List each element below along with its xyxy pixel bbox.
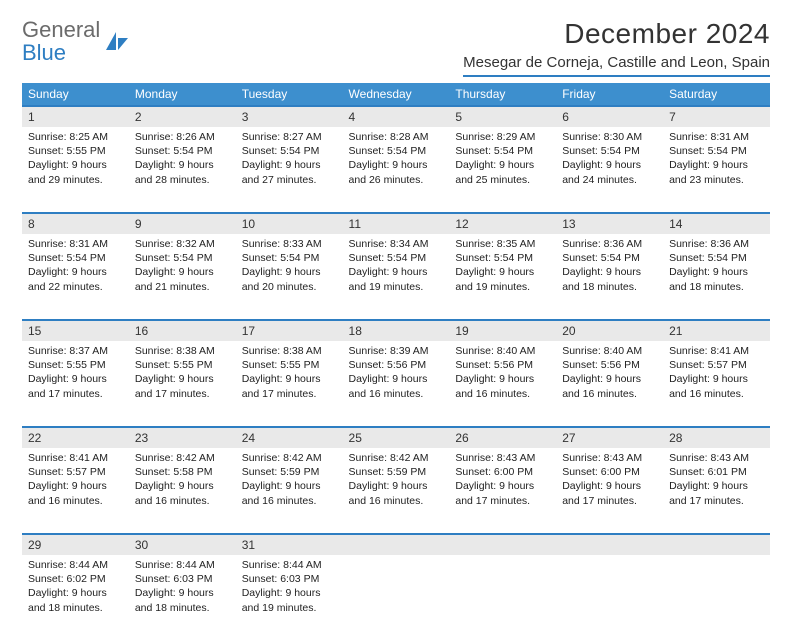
day-number-cell: 5 bbox=[449, 106, 556, 127]
day-number-cell: 3 bbox=[236, 106, 343, 127]
day-number-cell bbox=[556, 534, 663, 555]
day-info-cell: Sunrise: 8:30 AMSunset: 5:54 PMDaylight:… bbox=[556, 127, 663, 213]
day-number-row: 22232425262728 bbox=[22, 427, 770, 448]
month-title: December 2024 bbox=[463, 18, 770, 50]
day-info-cell: Sunrise: 8:29 AMSunset: 5:54 PMDaylight:… bbox=[449, 127, 556, 213]
day-info-cell: Sunrise: 8:36 AMSunset: 5:54 PMDaylight:… bbox=[663, 234, 770, 320]
day-number-cell: 19 bbox=[449, 320, 556, 341]
day-number-row: 1234567 bbox=[22, 106, 770, 127]
logo-line2: Blue bbox=[22, 40, 66, 65]
day-info-cell: Sunrise: 8:39 AMSunset: 5:56 PMDaylight:… bbox=[343, 341, 450, 427]
day-info-row: Sunrise: 8:41 AMSunset: 5:57 PMDaylight:… bbox=[22, 448, 770, 534]
day-number-cell bbox=[663, 534, 770, 555]
day-info-cell: Sunrise: 8:42 AMSunset: 5:58 PMDaylight:… bbox=[129, 448, 236, 534]
day-number-cell: 9 bbox=[129, 213, 236, 234]
day-info-cell: Sunrise: 8:33 AMSunset: 5:54 PMDaylight:… bbox=[236, 234, 343, 320]
day-number-cell: 14 bbox=[663, 213, 770, 234]
day-number-cell: 7 bbox=[663, 106, 770, 127]
day-info-cell: Sunrise: 8:35 AMSunset: 5:54 PMDaylight:… bbox=[449, 234, 556, 320]
day-info-cell: Sunrise: 8:26 AMSunset: 5:54 PMDaylight:… bbox=[129, 127, 236, 213]
day-info-cell: Sunrise: 8:38 AMSunset: 5:55 PMDaylight:… bbox=[129, 341, 236, 427]
day-info-cell bbox=[449, 555, 556, 641]
logo: General Blue bbox=[22, 18, 130, 64]
day-info-row: Sunrise: 8:31 AMSunset: 5:54 PMDaylight:… bbox=[22, 234, 770, 320]
day-number-cell: 2 bbox=[129, 106, 236, 127]
day-number-cell: 8 bbox=[22, 213, 129, 234]
day-info-cell: Sunrise: 8:44 AMSunset: 6:03 PMDaylight:… bbox=[236, 555, 343, 641]
location-subtitle: Mesegar de Corneja, Castille and Leon, S… bbox=[463, 54, 770, 77]
day-number-cell bbox=[343, 534, 450, 555]
day-info-cell bbox=[556, 555, 663, 641]
day-info-cell: Sunrise: 8:37 AMSunset: 5:55 PMDaylight:… bbox=[22, 341, 129, 427]
day-info-cell: Sunrise: 8:38 AMSunset: 5:55 PMDaylight:… bbox=[236, 341, 343, 427]
day-info-cell: Sunrise: 8:31 AMSunset: 5:54 PMDaylight:… bbox=[663, 127, 770, 213]
day-number-cell: 18 bbox=[343, 320, 450, 341]
day-number-cell: 21 bbox=[663, 320, 770, 341]
title-block: December 2024 Mesegar de Corneja, Castil… bbox=[463, 18, 770, 77]
day-info-row: Sunrise: 8:44 AMSunset: 6:02 PMDaylight:… bbox=[22, 555, 770, 641]
weekday-header: Thursday bbox=[449, 83, 556, 106]
day-number-cell: 23 bbox=[129, 427, 236, 448]
calendar-table: SundayMondayTuesdayWednesdayThursdayFrid… bbox=[22, 83, 770, 641]
day-number-cell: 30 bbox=[129, 534, 236, 555]
day-number-row: 891011121314 bbox=[22, 213, 770, 234]
day-number-cell: 13 bbox=[556, 213, 663, 234]
day-info-cell: Sunrise: 8:40 AMSunset: 5:56 PMDaylight:… bbox=[556, 341, 663, 427]
day-info-cell: Sunrise: 8:42 AMSunset: 5:59 PMDaylight:… bbox=[236, 448, 343, 534]
day-number-cell: 26 bbox=[449, 427, 556, 448]
weekday-header: Wednesday bbox=[343, 83, 450, 106]
day-number-cell: 28 bbox=[663, 427, 770, 448]
day-number-cell: 10 bbox=[236, 213, 343, 234]
day-info-cell: Sunrise: 8:43 AMSunset: 6:00 PMDaylight:… bbox=[556, 448, 663, 534]
day-info-cell: Sunrise: 8:42 AMSunset: 5:59 PMDaylight:… bbox=[343, 448, 450, 534]
day-number-cell: 12 bbox=[449, 213, 556, 234]
day-number-row: 293031 bbox=[22, 534, 770, 555]
day-number-cell: 29 bbox=[22, 534, 129, 555]
weekday-header: Friday bbox=[556, 83, 663, 106]
day-info-cell: Sunrise: 8:32 AMSunset: 5:54 PMDaylight:… bbox=[129, 234, 236, 320]
day-number-cell: 22 bbox=[22, 427, 129, 448]
day-info-cell: Sunrise: 8:40 AMSunset: 5:56 PMDaylight:… bbox=[449, 341, 556, 427]
day-info-cell: Sunrise: 8:43 AMSunset: 6:00 PMDaylight:… bbox=[449, 448, 556, 534]
day-info-cell: Sunrise: 8:41 AMSunset: 5:57 PMDaylight:… bbox=[22, 448, 129, 534]
logo-line1: General bbox=[22, 17, 100, 42]
day-info-cell bbox=[343, 555, 450, 641]
day-number-row: 15161718192021 bbox=[22, 320, 770, 341]
weekday-header: Tuesday bbox=[236, 83, 343, 106]
day-info-cell: Sunrise: 8:34 AMSunset: 5:54 PMDaylight:… bbox=[343, 234, 450, 320]
header: General Blue December 2024 Mesegar de Co… bbox=[22, 18, 770, 77]
day-number-cell: 1 bbox=[22, 106, 129, 127]
day-number-cell: 17 bbox=[236, 320, 343, 341]
day-number-cell: 11 bbox=[343, 213, 450, 234]
day-number-cell: 27 bbox=[556, 427, 663, 448]
weekday-header-row: SundayMondayTuesdayWednesdayThursdayFrid… bbox=[22, 83, 770, 106]
day-number-cell: 20 bbox=[556, 320, 663, 341]
logo-sail-icon bbox=[104, 30, 130, 52]
day-info-cell: Sunrise: 8:25 AMSunset: 5:55 PMDaylight:… bbox=[22, 127, 129, 213]
day-info-cell: Sunrise: 8:44 AMSunset: 6:02 PMDaylight:… bbox=[22, 555, 129, 641]
day-info-row: Sunrise: 8:37 AMSunset: 5:55 PMDaylight:… bbox=[22, 341, 770, 427]
day-number-cell: 31 bbox=[236, 534, 343, 555]
day-number-cell: 16 bbox=[129, 320, 236, 341]
day-info-cell: Sunrise: 8:28 AMSunset: 5:54 PMDaylight:… bbox=[343, 127, 450, 213]
weekday-header: Monday bbox=[129, 83, 236, 106]
day-info-cell: Sunrise: 8:44 AMSunset: 6:03 PMDaylight:… bbox=[129, 555, 236, 641]
day-info-cell: Sunrise: 8:27 AMSunset: 5:54 PMDaylight:… bbox=[236, 127, 343, 213]
day-info-cell bbox=[663, 555, 770, 641]
day-info-cell: Sunrise: 8:41 AMSunset: 5:57 PMDaylight:… bbox=[663, 341, 770, 427]
day-info-cell: Sunrise: 8:36 AMSunset: 5:54 PMDaylight:… bbox=[556, 234, 663, 320]
day-number-cell bbox=[449, 534, 556, 555]
day-info-row: Sunrise: 8:25 AMSunset: 5:55 PMDaylight:… bbox=[22, 127, 770, 213]
weekday-header: Saturday bbox=[663, 83, 770, 106]
day-number-cell: 6 bbox=[556, 106, 663, 127]
day-number-cell: 15 bbox=[22, 320, 129, 341]
day-number-cell: 4 bbox=[343, 106, 450, 127]
day-info-cell: Sunrise: 8:43 AMSunset: 6:01 PMDaylight:… bbox=[663, 448, 770, 534]
day-number-cell: 25 bbox=[343, 427, 450, 448]
weekday-header: Sunday bbox=[22, 83, 129, 106]
day-info-cell: Sunrise: 8:31 AMSunset: 5:54 PMDaylight:… bbox=[22, 234, 129, 320]
day-number-cell: 24 bbox=[236, 427, 343, 448]
